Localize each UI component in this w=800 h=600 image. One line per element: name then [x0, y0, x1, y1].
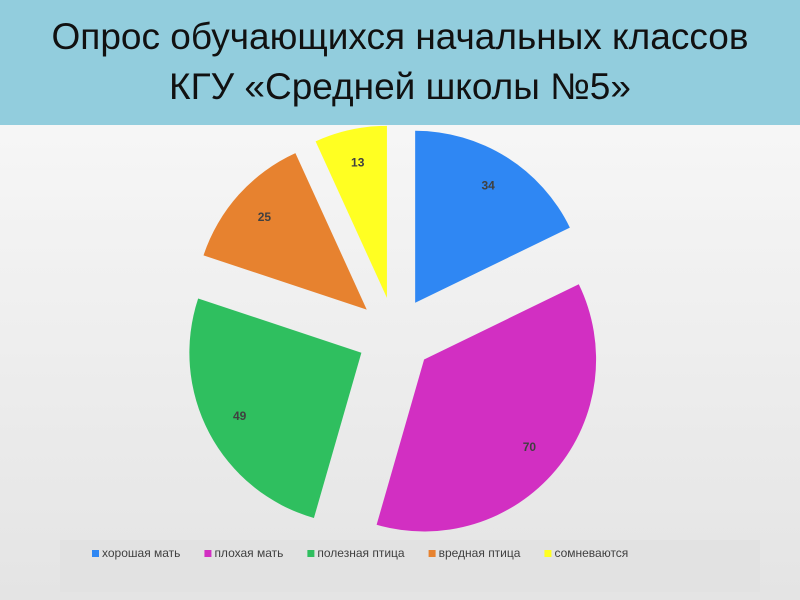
- legend-label: плохая мать: [214, 546, 283, 560]
- pie-slice: [203, 153, 367, 310]
- legend-label: сомневаются: [554, 546, 628, 560]
- legend-label: полезная птица: [317, 546, 405, 560]
- title-band: Опрос обучающихся начальных классов КГУ …: [0, 0, 800, 125]
- chart-title: Опрос обучающихся начальных классов КГУ …: [51, 16, 749, 107]
- data-label: 25: [258, 210, 272, 224]
- legend-swatch: [544, 550, 552, 557]
- data-label: 49: [233, 409, 247, 423]
- data-label: 70: [523, 440, 537, 454]
- data-label: 13: [351, 156, 365, 170]
- pie-slice: [315, 125, 387, 298]
- legend-swatch: [204, 550, 212, 557]
- legend-swatch: [428, 550, 436, 557]
- pie-slice: [189, 298, 362, 519]
- data-label: 34: [481, 178, 495, 192]
- legend-swatch: [307, 550, 315, 557]
- pie-slice: [415, 130, 570, 303]
- legend-label: вредная птица: [439, 546, 521, 560]
- pie-slice: [376, 284, 597, 532]
- legend-box: [60, 540, 760, 592]
- legend-label: хорошая мать: [102, 546, 180, 560]
- legend-swatch: [92, 550, 99, 557]
